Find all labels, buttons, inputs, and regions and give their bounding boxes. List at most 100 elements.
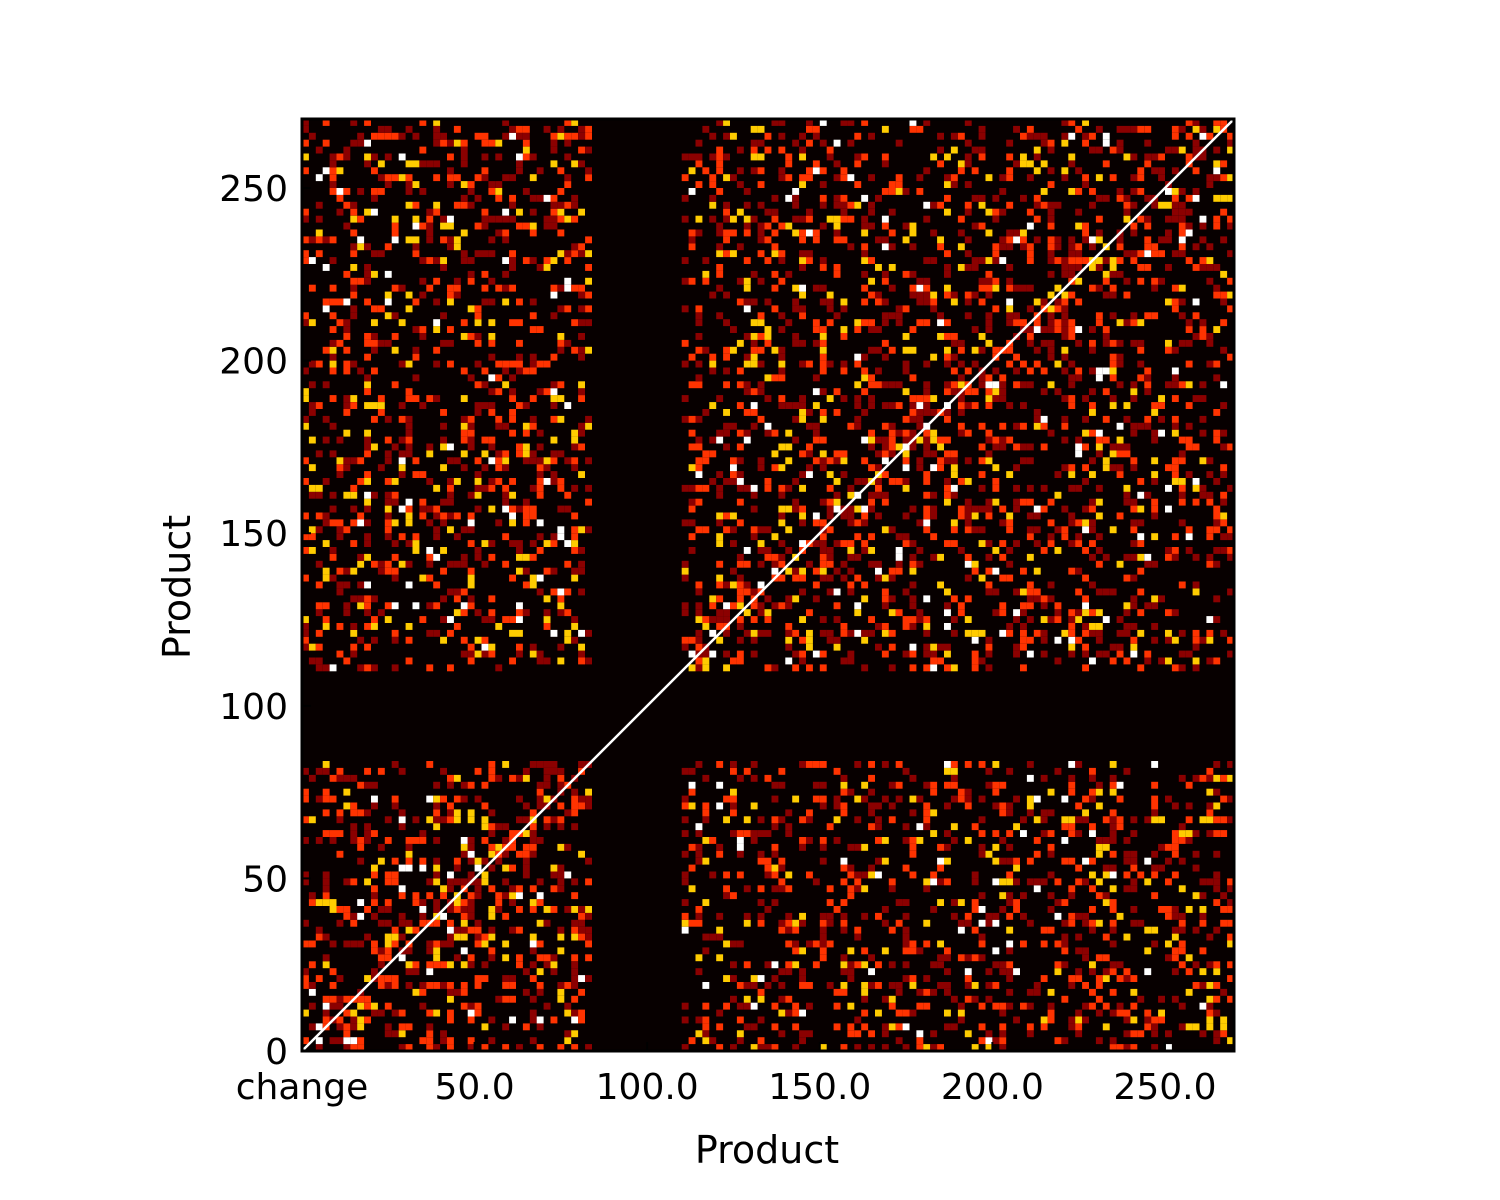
heatmap-cell — [847, 512, 855, 520]
heatmap-cell — [923, 436, 931, 444]
heatmap-cell — [419, 1037, 427, 1045]
heatmap-cell — [322, 933, 330, 941]
heatmap-cell — [1220, 298, 1228, 306]
heatmap-cell — [1213, 982, 1221, 989]
heatmap-cell — [467, 657, 475, 665]
heatmap-cell — [792, 201, 800, 209]
heatmap-cell — [992, 1002, 1000, 1010]
heatmap-cell — [1123, 553, 1131, 561]
heatmap-cell — [923, 940, 931, 948]
heatmap-cell — [944, 346, 951, 354]
heatmap-cell — [1020, 609, 1027, 617]
heatmap-cell — [543, 609, 551, 617]
heatmap-cell — [909, 664, 917, 672]
heatmap-cell — [923, 478, 931, 485]
heatmap-cell — [502, 560, 510, 568]
heatmap-cell — [937, 319, 944, 327]
heatmap-cell — [916, 464, 924, 472]
heatmap-cell — [1185, 326, 1193, 333]
heatmap-cell — [1020, 243, 1027, 251]
heatmap-cell — [329, 982, 337, 989]
heatmap-cell — [543, 360, 551, 368]
heatmap-cell — [1061, 270, 1069, 278]
heatmap-cell — [1102, 650, 1110, 658]
heatmap-cell — [426, 208, 434, 216]
heatmap-cell — [833, 567, 841, 575]
heatmap-cell — [916, 1030, 924, 1038]
heatmap-cell — [1171, 381, 1179, 389]
heatmap-cell — [1089, 885, 1096, 893]
heatmap-cell — [999, 208, 1007, 216]
heatmap-cell — [688, 429, 696, 437]
heatmap-cell — [1061, 940, 1069, 948]
heatmap-cell — [509, 374, 516, 382]
heatmap-cell — [944, 781, 951, 789]
heatmap-cell — [1075, 519, 1083, 527]
heatmap-cell — [736, 277, 744, 285]
heatmap-cell — [447, 236, 454, 244]
heatmap-cell — [550, 961, 558, 969]
heatmap-cell — [578, 1016, 585, 1024]
heatmap-cell — [336, 319, 344, 327]
heatmap-cell — [1089, 540, 1096, 547]
heatmap-cell — [1054, 284, 1062, 292]
heatmap-cell — [861, 512, 869, 520]
heatmap-cell — [881, 491, 889, 499]
heatmap-cell — [343, 878, 351, 886]
heatmap-cell — [1061, 312, 1069, 320]
heatmap-cell — [1068, 623, 1076, 630]
heatmap-cell — [806, 443, 813, 451]
heatmap-cell — [944, 409, 951, 416]
heatmap-cell — [377, 906, 385, 913]
heatmap-cell — [302, 878, 309, 886]
heatmap-cell — [447, 774, 454, 782]
heatmap-cell — [1151, 809, 1159, 817]
heatmap-cell — [799, 1009, 806, 1017]
heatmap-cell — [1068, 609, 1076, 617]
heatmap-cell — [944, 250, 951, 258]
heatmap-cell — [902, 478, 910, 485]
heatmap-cell — [516, 609, 523, 617]
heatmap-cell — [716, 574, 724, 582]
heatmap-cell — [350, 1016, 358, 1024]
heatmap-cell — [1040, 602, 1048, 610]
heatmap-cell — [1130, 623, 1138, 630]
heatmap-cell — [757, 816, 765, 824]
heatmap-cell — [1192, 298, 1200, 306]
heatmap-cell — [1178, 381, 1186, 389]
heatmap-cell — [854, 761, 862, 768]
heatmap-cell — [881, 526, 889, 534]
heatmap-cell — [529, 484, 537, 492]
heatmap-cell — [1185, 319, 1193, 327]
heatmap-cell — [302, 636, 309, 644]
heatmap-cell — [529, 830, 537, 837]
heatmap-cell — [978, 940, 986, 948]
heatmap-cell — [502, 457, 510, 465]
heatmap-cell — [750, 125, 758, 133]
heatmap-cell — [336, 809, 344, 817]
heatmap-cell — [1137, 167, 1145, 175]
heatmap-cell — [688, 664, 696, 672]
heatmap-cell — [398, 919, 406, 927]
heatmap-cell — [881, 402, 889, 409]
heatmap-cell — [1102, 339, 1110, 347]
heatmap-cell — [433, 961, 441, 969]
heatmap-cell — [750, 353, 758, 361]
heatmap-cell — [785, 526, 793, 534]
heatmap-cell — [1227, 547, 1234, 554]
heatmap-cell — [964, 208, 972, 216]
heatmap-cell — [895, 402, 903, 409]
heatmap-cell — [550, 533, 558, 541]
heatmap-cell — [1158, 864, 1165, 872]
heatmap-cell — [743, 560, 751, 568]
heatmap-cell — [750, 1002, 758, 1010]
heatmap-cell — [1206, 774, 1214, 782]
heatmap-cell — [1068, 650, 1076, 658]
heatmap-cell — [861, 270, 869, 278]
heatmap-cell — [1026, 222, 1034, 230]
heatmap-cell — [1047, 1002, 1055, 1010]
heatmap-cell — [488, 215, 496, 223]
heatmap-cell — [847, 567, 855, 575]
heatmap-cell — [716, 243, 724, 251]
heatmap-cell — [405, 305, 413, 313]
